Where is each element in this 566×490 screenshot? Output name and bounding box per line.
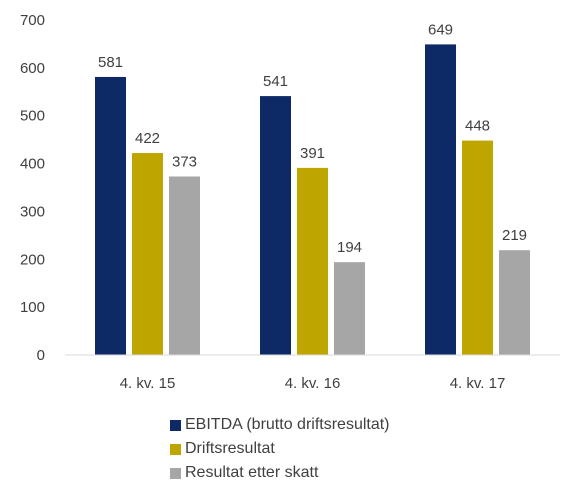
y-tick-label: 600 [20,60,45,77]
y-axis: 0 100 200 300 400 500 600 700 [20,12,45,364]
legend-swatch [170,443,181,455]
bar [297,167,328,355]
data-label: 391 [300,145,325,162]
bar [462,140,493,355]
y-tick-label: 300 [20,203,45,220]
y-tick-label: 200 [20,251,45,268]
y-tick-label: 0 [37,347,45,364]
data-label: 194 [337,239,362,256]
data-label: 448 [465,118,490,135]
data-label: 422 [135,130,160,147]
y-tick-label: 400 [20,156,45,173]
bars: 581 422 373 541 391 194 649 448 219 [95,21,530,356]
data-label: 541 [263,73,288,90]
legend-swatch [170,467,181,479]
legend-item: Resultat etter skatt [170,461,390,485]
legend-label: EBITDA (brutto driftsresultat) [185,416,390,433]
legend-item: Driftsresultat [170,437,390,461]
legend-swatch [170,419,181,431]
bar [260,96,291,355]
x-tick-label: 4. kv. 16 [285,375,341,392]
legend-item: EBITDA (brutto driftsresultat) [170,413,390,437]
bar [334,262,365,355]
legend: EBITDA (brutto driftsresultat) Driftsresu… [170,413,390,485]
data-label: 373 [172,153,197,170]
data-label: 581 [98,54,123,71]
data-label: 649 [428,21,453,38]
legend-label: Resultat etter skatt [185,464,319,481]
data-label: 219 [502,227,527,244]
bar [95,76,126,355]
bar [132,153,163,355]
legend-label: Driftsresultat [185,440,275,457]
y-tick-label: 500 [20,108,45,125]
x-tick-label: 4. kv. 15 [120,375,176,392]
bar [169,176,200,355]
bar-chart: 0 100 200 300 400 500 600 700 581 422 373 541 391 19… [20,12,560,392]
bar [499,250,530,355]
x-axis: 4. kv. 15 4. kv. 16 4. kv. 17 [65,354,560,392]
x-tick-label: 4. kv. 17 [450,375,506,392]
bar [425,44,456,356]
y-tick-label: 100 [20,299,45,316]
y-tick-label: 700 [20,12,45,29]
